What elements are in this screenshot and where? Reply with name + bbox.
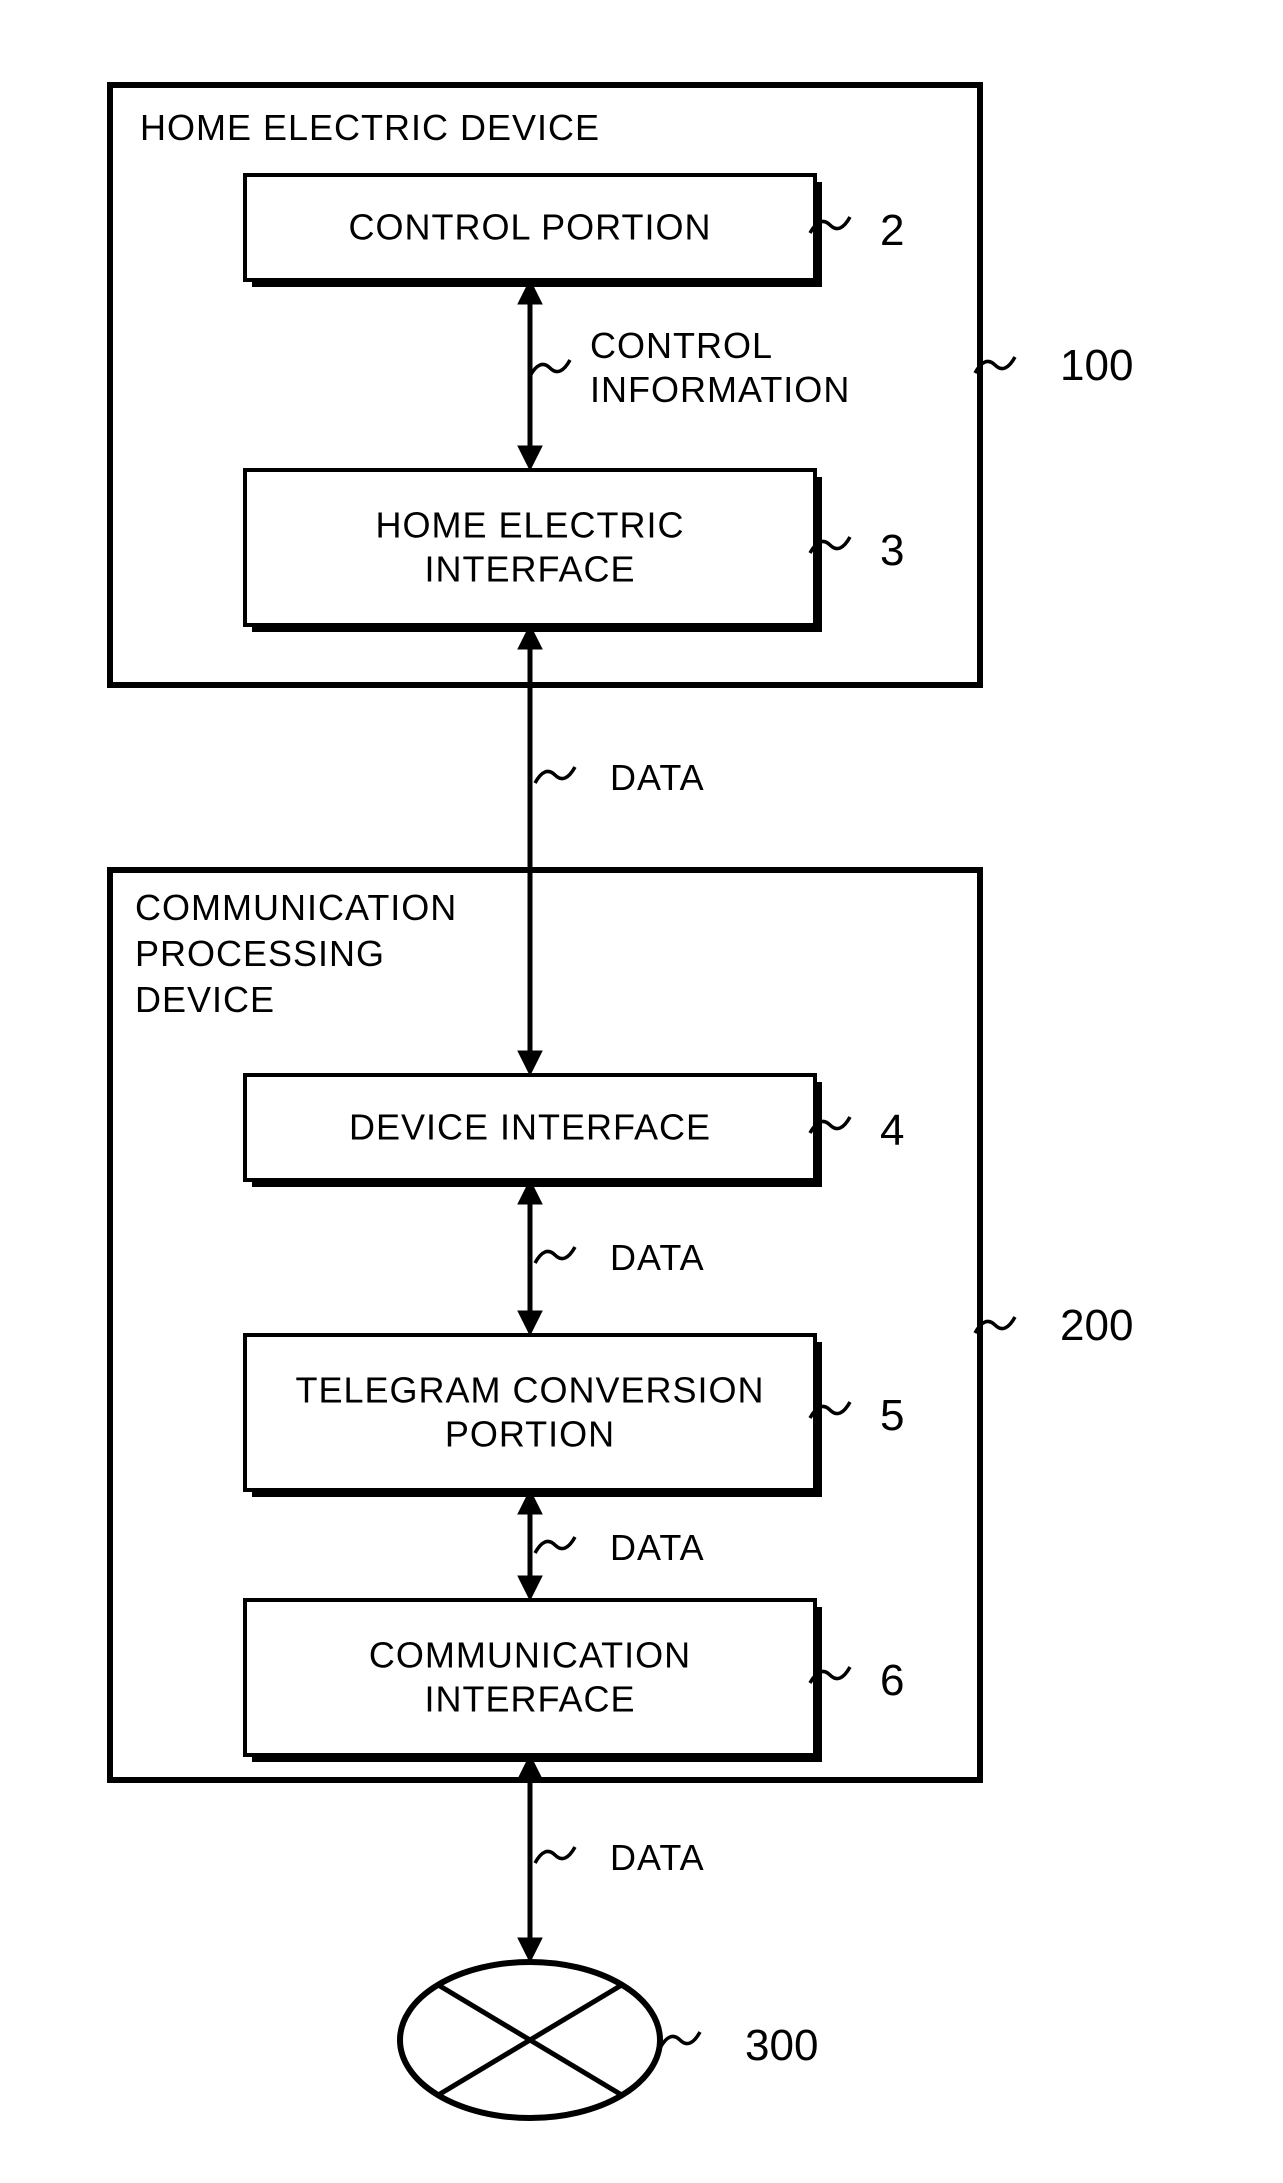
leader-curl	[535, 1247, 575, 1263]
comm-device-ref: 200	[1060, 1301, 1133, 1350]
telegram-box	[245, 1335, 815, 1490]
leader-curl	[530, 360, 570, 376]
comm_if-label-1: INTERFACE	[424, 1679, 635, 1720]
telegram-label-0: TELEGRAM CONVERSION	[295, 1370, 764, 1411]
leader-curl	[535, 1537, 575, 1553]
telegram-label-1: PORTION	[445, 1414, 615, 1455]
control-ref: 2	[880, 206, 904, 255]
arrow-2-label-0: DATA	[610, 1237, 705, 1278]
arrow-0-label-1: INFORMATION	[590, 369, 850, 410]
telegram-ref: 5	[880, 1391, 904, 1440]
leader-curl	[535, 1847, 575, 1863]
home_if-box	[245, 470, 815, 625]
comm-device-title-line-2: DEVICE	[135, 979, 275, 1020]
arrow-2-head-down	[518, 1311, 542, 1335]
network-ref: 300	[745, 2021, 818, 2070]
dev_if-ref: 4	[880, 1106, 904, 1155]
home_if-label-1: INTERFACE	[424, 549, 635, 590]
home-device-ref: 100	[1060, 341, 1133, 390]
dev_if-label-0: DEVICE INTERFACE	[349, 1107, 711, 1148]
control-label-0: CONTROL PORTION	[348, 207, 711, 248]
arrow-1-label-0: DATA	[610, 757, 705, 798]
comm_if-ref: 6	[880, 1656, 904, 1705]
arrow-3-label-0: DATA	[610, 1527, 705, 1568]
leader-curl	[535, 767, 575, 783]
home_if-ref: 3	[880, 526, 904, 575]
arrow-0-label-0: CONTROL	[590, 325, 773, 366]
arrow-4-label-0: DATA	[610, 1837, 705, 1878]
arrow-3-head-down	[518, 1576, 542, 1600]
block-diagram: HOME ELECTRIC DEVICE 100 COMMUNICATION PROC…	[0, 0, 1283, 2183]
comm-device-title-line-1: PROCESSING	[135, 933, 385, 974]
comm_if-label-0: COMMUNICATION	[369, 1635, 691, 1676]
arrow-0-head-down	[518, 446, 542, 470]
leader-curl	[660, 2032, 700, 2048]
comm-device-title-line-0: COMMUNICATION	[135, 887, 457, 928]
arrow-4-head-down	[518, 1938, 542, 1962]
home_if-label-0: HOME ELECTRIC	[375, 505, 684, 546]
arrow-1-head-down	[518, 1051, 542, 1075]
comm_if-box	[245, 1600, 815, 1755]
home-device-title: HOME ELECTRIC DEVICE	[140, 107, 600, 148]
